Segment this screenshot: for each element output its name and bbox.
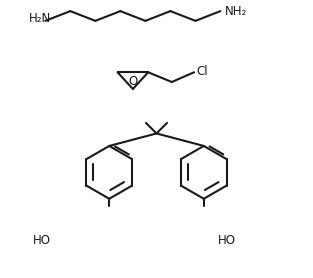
Text: O: O (128, 75, 137, 88)
Text: Cl: Cl (196, 65, 208, 78)
Text: HO: HO (218, 234, 236, 247)
Text: NH₂: NH₂ (225, 5, 247, 18)
Text: H₂N: H₂N (28, 13, 51, 25)
Text: HO: HO (33, 234, 51, 247)
